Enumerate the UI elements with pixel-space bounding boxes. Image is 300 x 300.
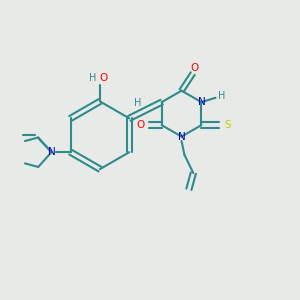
- Text: N: N: [178, 132, 185, 142]
- Text: H: H: [89, 74, 96, 83]
- Text: N: N: [198, 97, 205, 107]
- Text: S: S: [225, 120, 231, 130]
- Text: O: O: [136, 120, 144, 130]
- Text: O: O: [191, 63, 199, 73]
- Text: O: O: [100, 74, 108, 83]
- Text: H: H: [134, 98, 142, 108]
- Text: H: H: [218, 91, 226, 101]
- Text: N: N: [48, 147, 56, 157]
